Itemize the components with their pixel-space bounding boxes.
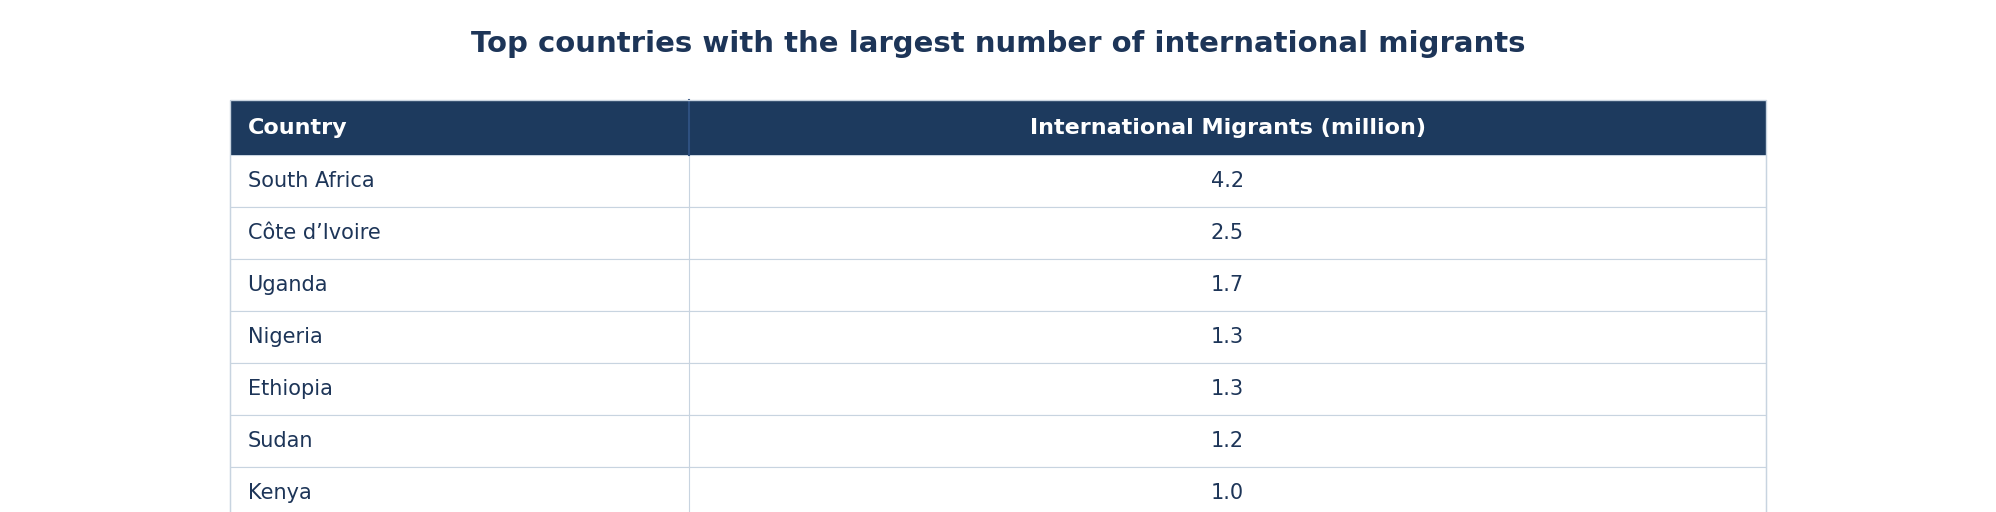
Text: 1.0: 1.0 [1212, 483, 1244, 503]
Text: Uganda: Uganda [248, 275, 327, 295]
Text: International Migrants (million): International Migrants (million) [1030, 117, 1425, 138]
Bar [230, 100, 1766, 512]
Bar [230, 363, 1766, 415]
Bar [230, 155, 1766, 207]
Bar [230, 415, 1766, 467]
Text: 1.2: 1.2 [1212, 431, 1244, 451]
Text: 1.7: 1.7 [1212, 275, 1244, 295]
Text: 1.3: 1.3 [1212, 379, 1244, 399]
Bar [230, 259, 1766, 311]
Text: Nigeria: Nigeria [248, 327, 321, 347]
Text: Sudan: Sudan [248, 431, 313, 451]
Bar [230, 100, 1766, 155]
Text: South Africa: South Africa [248, 171, 373, 191]
Text: Top countries with the largest number of international migrants: Top countries with the largest number of… [471, 30, 1525, 58]
Text: 2.5: 2.5 [1212, 223, 1244, 243]
Text: 1.3: 1.3 [1212, 327, 1244, 347]
Text: Ethiopia: Ethiopia [248, 379, 333, 399]
Bar [230, 467, 1766, 512]
Bar [230, 207, 1766, 259]
Text: Kenya: Kenya [248, 483, 311, 503]
Bar [230, 311, 1766, 363]
Text: 4.2: 4.2 [1212, 171, 1244, 191]
Text: Côte d’Ivoire: Côte d’Ivoire [248, 223, 381, 243]
Text: Country: Country [248, 117, 347, 138]
